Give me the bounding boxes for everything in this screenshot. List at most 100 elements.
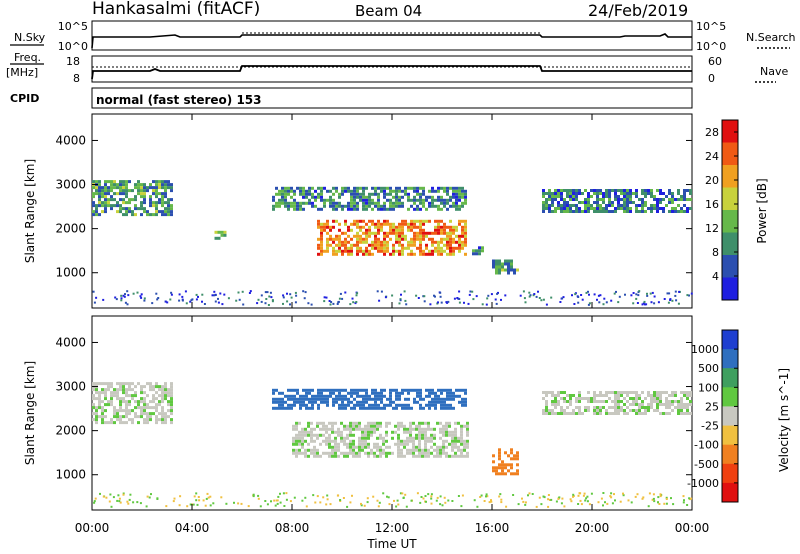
power-near-range-scatter [92,290,693,306]
y-tick-label: 4000 [55,335,86,349]
x-tick-label: 08:00 [275,521,310,535]
colorbar-tick-label: 500 [698,362,719,375]
velocity-panel: 1000 2000 3000 4000 Slant Range [km] 1000 50… [23,315,791,511]
x-tick-label: 04:00 [175,521,210,535]
freq-tick-high: 18 [66,55,80,68]
power-panel-frame [91,113,693,309]
station-title: Hankasalmi (fitACF) [92,0,260,19]
y-tick-label: 4000 [55,133,86,147]
power-colorbar-label: Power [dB] [755,178,769,243]
colorbar-swatch [722,187,738,211]
nsky-tick-high: 10^5 [58,20,88,33]
colorbar-tick-label: 8 [712,246,719,259]
vel-echo-region [542,391,692,415]
colorbar-tick-label: 24 [705,150,719,163]
velocity-y-axis-label: Slant Range [km] [23,361,37,465]
time-x-ticks: 00:00 04:00 08:00 12:00 16:00 20:00 00:00 [75,114,710,535]
colorbar-swatch [722,142,738,166]
velocity-colorbar-label: Velocity [m s^-1] [777,368,791,472]
colorbar-swatch [722,165,738,188]
freq-line [91,65,692,80]
velocity-y-ticks: 1000 2000 3000 4000 [55,335,692,482]
colorbar-tick-label: -100 [694,439,719,452]
cpid-mode-text: normal (fast stereo) 153 [96,93,262,107]
frequency-panel: Freq. [MHz] 18 8 60 0 Nave [6,51,788,85]
x-tick-label: 00:00 [75,521,110,535]
colorbar-tick-label: 25 [705,400,719,413]
colorbar-tick-label: 28 [705,126,719,139]
colorbar-swatch [722,349,738,369]
colorbar-swatch [722,482,738,503]
beam-label: Beam 04 [355,2,422,20]
colorbar-frame [721,119,739,301]
power-echo-region [317,219,467,256]
x-tick-label: 16:00 [475,521,510,535]
colorbar-tick-label: 4 [712,270,719,283]
vel-echo-region [292,421,469,458]
colorbar-frame [721,329,739,503]
cpid-frame [91,87,693,109]
colorbar-tick-label: -500 [694,458,719,471]
colorbar-swatch [722,406,738,426]
power-echo-region [472,246,484,256]
colorbar-swatch [722,232,738,256]
vel-echo-region [272,388,467,410]
freq-tick-low: 8 [73,72,80,85]
power-echo-region [272,186,467,211]
nsearch-tick-low: 10^0 [696,40,726,53]
freq-label: Freq. [14,51,41,64]
colorbar-tick-label: 20 [705,174,719,187]
x-tick-label: 12:00 [375,521,410,535]
colorbar-swatch [722,368,738,388]
power-echo-region [214,230,227,240]
power-data-layer [92,180,693,306]
colorbar-swatch [722,425,738,446]
nsky-label: N.Sky [14,31,46,44]
colorbar-tick-label: -25 [701,420,719,433]
nave-tick-high: 60 [708,55,722,68]
velocity-panel-frame [91,315,693,511]
colorbar-swatch [722,444,738,465]
y-tick-label: 2000 [55,222,86,236]
colorbar-tick-label: -1000 [687,477,719,490]
colorbar-tick-label: 12 [705,222,719,235]
velocity-data-layer [92,382,693,508]
power-echo-region [492,259,519,275]
power-echo-region [542,189,692,213]
power-y-axis-label: Slant Range [km] [23,159,37,263]
colorbar-swatch [722,255,738,278]
noise-sky-line [91,33,692,49]
power-colorbar: 4 8 12 16 20 24 28 [705,119,739,301]
x-tick-label: 20:00 [575,521,610,535]
nave-label: Nave [760,65,788,78]
colorbar-tick-label: 1000 [691,343,719,356]
y-tick-label: 1000 [55,266,86,280]
date-label: 24/Feb/2019 [588,1,688,20]
colorbar-swatch [722,463,738,484]
colorbar-swatch [722,387,738,407]
freq-unit-label: [MHz] [6,66,38,79]
nave-tick-low: 0 [708,72,715,85]
colorbar-swatch [722,277,738,301]
y-tick-label: 1000 [55,468,86,482]
y-tick-label: 3000 [55,380,86,394]
y-tick-label: 3000 [55,178,86,192]
cpid-panel: CPID normal (fast stereo) 153 [10,87,693,109]
colorbar-tick-label: 100 [698,381,719,394]
x-tick-label: 00:00 [675,521,710,535]
colorbar-tick-label: 16 [705,198,719,211]
power-panel: 1000 2000 3000 4000 Slant Range [km] 4 8 12 16… [23,113,769,309]
noise-panel: N.Sky 10^5 10^0 10^5 10^0 N.Search [10,20,796,53]
nsky-tick-low: 10^0 [58,40,88,53]
freq-panel-frame [91,55,693,83]
cpid-label: CPID [10,92,39,105]
colorbar-swatch [722,210,738,233]
vel-near-range-scatter [93,492,693,508]
time-axis-label: Time UT [366,537,417,551]
vel-echo-region [492,448,519,476]
nsearch-label: N.Search [746,31,796,44]
nsearch-tick-high: 10^5 [696,20,726,33]
colorbar-swatch [722,330,738,350]
velocity-colorbar: 1000 500 100 25 -25 -100 -500 -1000 [687,329,739,503]
